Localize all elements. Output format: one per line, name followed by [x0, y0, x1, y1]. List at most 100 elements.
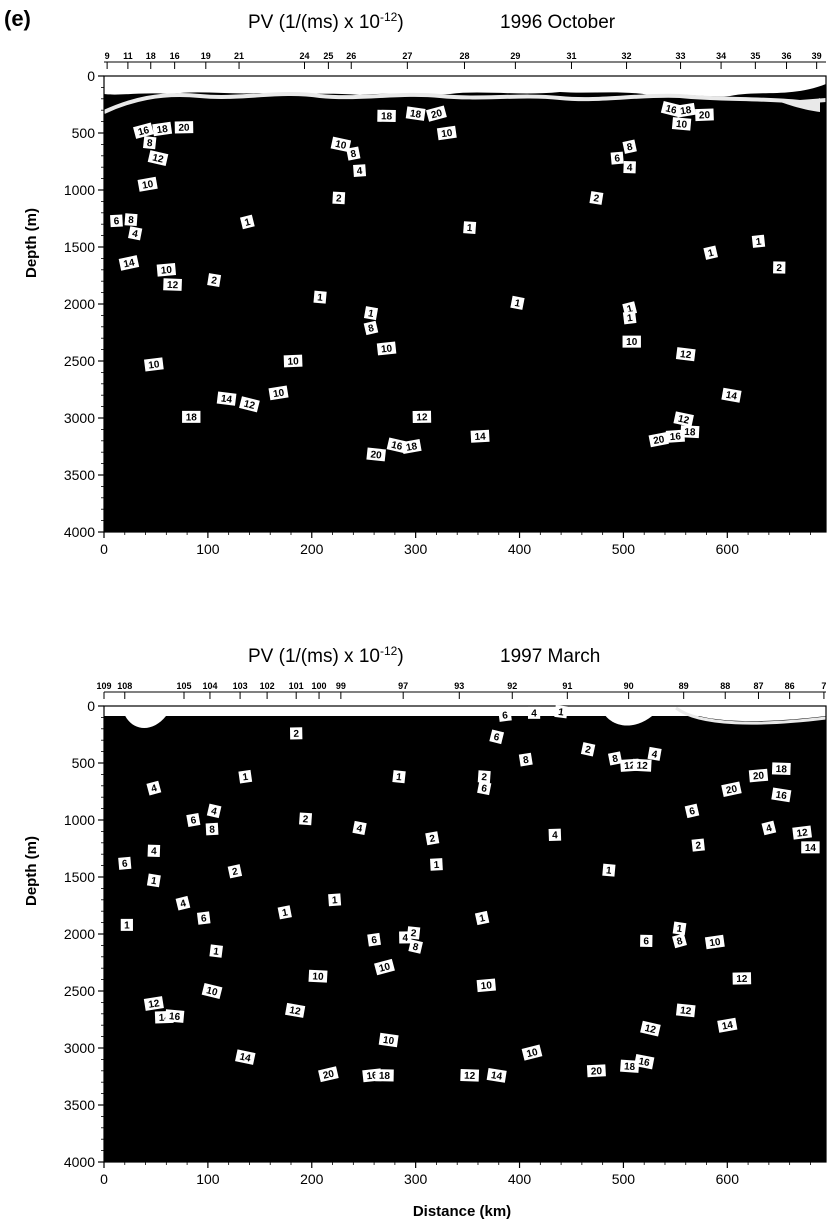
contour-label-text: 12 — [679, 349, 692, 361]
contour-label: 1 — [328, 893, 342, 907]
contour-label-text: 1 — [466, 223, 473, 234]
contour-label-box — [378, 1032, 399, 1048]
contour-label: 2 — [406, 926, 421, 940]
contour-label-box — [401, 438, 422, 455]
contour-label-text: 10 — [205, 985, 219, 998]
contour-label: 18 — [152, 121, 173, 137]
contour-label-text: 10 — [526, 1047, 540, 1060]
contour-label: 10 — [378, 1032, 399, 1048]
contour-label: 12 — [163, 278, 182, 291]
contour-label: 1 — [751, 234, 766, 248]
contour-label: 12 — [143, 996, 164, 1011]
contour-label-box — [147, 844, 161, 857]
contour-label-box — [474, 910, 490, 926]
y-tick-label: 0 — [87, 68, 95, 84]
x-tick-label: 600 — [716, 1171, 740, 1187]
contour-label: 14 — [721, 387, 742, 403]
x-tick-label: 400 — [508, 541, 532, 557]
contour-label-box — [554, 705, 568, 719]
contour-label-text: 10 — [148, 359, 161, 371]
contour-label-box — [328, 893, 342, 907]
contour-label: 4 — [647, 746, 662, 761]
contour-label: 1 — [363, 306, 379, 321]
contour-label-text: 1 — [332, 895, 339, 906]
contour-label-box — [684, 803, 700, 819]
contour-label-text: 18 — [680, 105, 693, 118]
contour-label-box — [548, 828, 562, 842]
contour-label: 16 — [771, 787, 792, 803]
contour-label-text: 20 — [430, 108, 444, 122]
contour-label-box — [164, 1009, 185, 1023]
contour-label-text: 4 — [531, 708, 537, 719]
contour-label: 10 — [374, 958, 395, 976]
contour-label-box — [634, 1054, 655, 1070]
y-tick-label: 4000 — [64, 524, 95, 540]
contour-label: 18 — [771, 762, 791, 775]
chart-title: PV (1/(ms) x 10-12) — [248, 644, 404, 667]
contour-label-text: 2 — [293, 729, 299, 740]
contour-label-box — [239, 214, 255, 230]
contour-label-text: 10 — [160, 265, 172, 277]
contour-label-box — [665, 429, 685, 443]
contour-label-text: 2 — [695, 840, 702, 852]
contour-label: 10 — [283, 354, 303, 368]
contour-label-box — [521, 1044, 543, 1061]
contour-label-text: 10 — [709, 937, 722, 950]
y-tick-label: 4000 — [64, 1154, 95, 1170]
contour-label: 4 — [353, 164, 367, 177]
contour-label: 1 — [703, 245, 718, 260]
contour-label-text: 18 — [186, 412, 198, 423]
x-tick-label: 100 — [196, 1171, 220, 1187]
contour-label: 4 — [146, 780, 162, 796]
contour-label-text: 8 — [146, 138, 153, 150]
contour-label-box — [695, 108, 714, 122]
contour-label-box — [721, 781, 742, 798]
contour-label-box — [363, 306, 379, 321]
station-label: 92 — [507, 681, 517, 691]
contour-label-box — [120, 918, 133, 931]
station-label: 33 — [676, 51, 686, 61]
contour-label-text: 8 — [411, 942, 419, 954]
x-tick-label: 600 — [716, 541, 740, 557]
contour-label-text: 4 — [765, 823, 773, 835]
contour-label: 1 — [602, 863, 616, 877]
contour-label: 12 — [640, 1020, 661, 1037]
contour-label: 4 — [147, 844, 161, 857]
contour-label-box — [313, 290, 327, 304]
contour-label: 1 — [510, 295, 525, 310]
station-label: 87 — [753, 681, 763, 691]
contour-label-text: 4 — [131, 228, 139, 240]
contour-label-box — [405, 106, 426, 121]
contour-label: 16 — [164, 1009, 185, 1023]
station-label: 105 — [176, 681, 191, 691]
contour-label: 4 — [175, 895, 191, 911]
contour-label: 6 — [610, 151, 624, 165]
contour-label-box — [647, 746, 662, 761]
contour-label: 8 — [363, 320, 379, 336]
contour-label-box — [425, 831, 440, 846]
contour-label-text: 10 — [382, 1035, 395, 1048]
contour-label: 20 — [318, 1066, 339, 1083]
contour-label: 16 — [386, 437, 408, 454]
contour-label: 4 — [128, 226, 143, 241]
contour-label-box — [318, 1066, 339, 1083]
contour-label-text: 12 — [416, 412, 428, 423]
x-tick-label: 100 — [196, 541, 220, 557]
contour-label-box — [330, 136, 352, 153]
contour-label: 2 — [289, 727, 303, 740]
contour-label: 8 — [408, 939, 423, 954]
contour-label-box — [366, 447, 386, 462]
contour-label-text: 2 — [336, 193, 343, 204]
contour-label: 6 — [186, 813, 201, 827]
y-tick-label: 3500 — [64, 1097, 95, 1113]
contour-label-box — [332, 191, 346, 205]
contour-label: 18 — [405, 106, 426, 121]
contour-label-box — [610, 151, 624, 165]
station-label: 103 — [233, 681, 248, 691]
contour-label: 1 — [146, 873, 161, 887]
contour-label: 16 — [665, 429, 685, 443]
chart-subtitle: 1996 October — [500, 12, 616, 33]
station-label: 102 — [260, 681, 275, 691]
contour-label-text: 4 — [356, 823, 364, 835]
